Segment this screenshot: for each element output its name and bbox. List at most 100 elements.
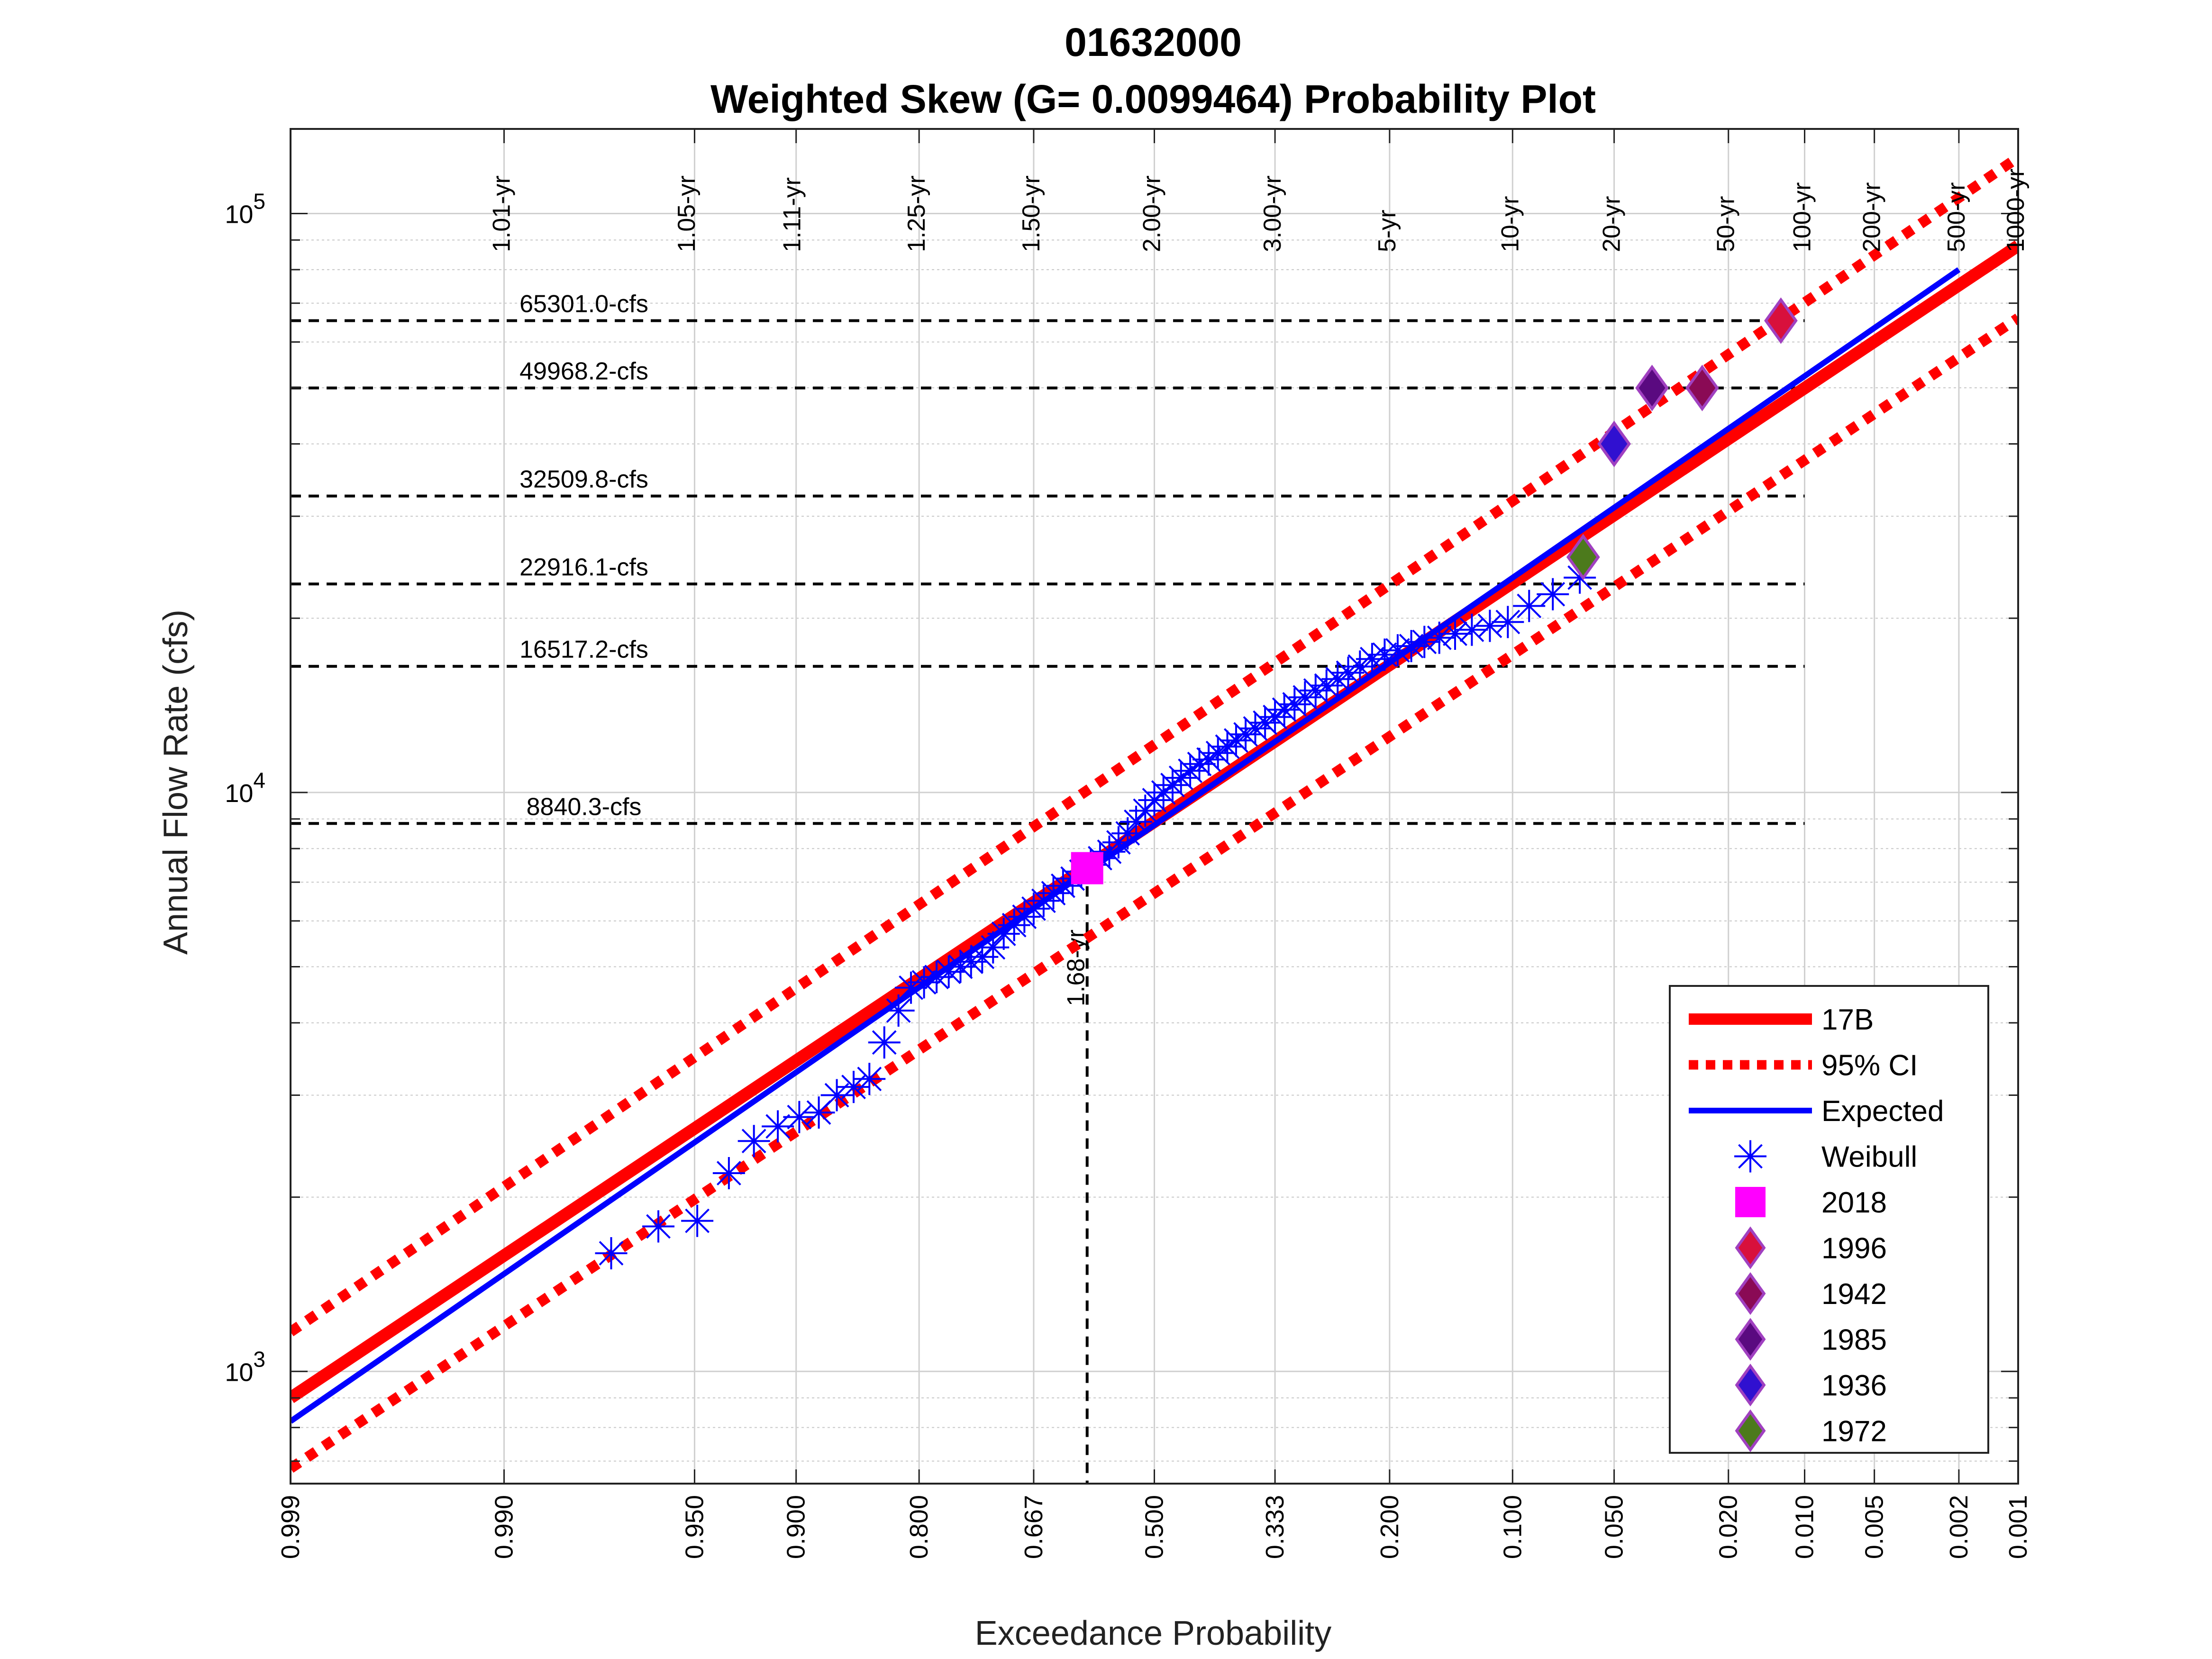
flow-level-label: 22916.1-cfs <box>519 554 648 581</box>
legend-label: 1936 <box>1821 1369 1887 1402</box>
weibull-stroke <box>857 1066 882 1092</box>
weibull-point <box>966 940 999 973</box>
weibull-stroke <box>1459 617 1484 642</box>
x-tick-label: 0.200 <box>1375 1495 1404 1559</box>
weibull-point <box>783 1101 816 1133</box>
x-tick-label: 0.100 <box>1498 1495 1527 1559</box>
return-period-label: 1000-yr <box>2002 169 2030 252</box>
weibull-point <box>920 961 953 994</box>
flow-level-label: 32509.8-cfs <box>519 466 648 493</box>
legend-swatch <box>1735 1409 1766 1452</box>
weibull-stroke <box>646 1214 671 1239</box>
weibull-point <box>1037 877 1070 910</box>
weibull-point <box>998 909 1030 941</box>
legend-label: 2018 <box>1821 1186 1887 1219</box>
x-tick-label: 0.950 <box>680 1495 709 1559</box>
weibull-stroke <box>1325 666 1350 692</box>
return-period-label: 1.05-yr <box>673 175 701 252</box>
event-2018-marker <box>1071 852 1103 884</box>
weibull-point <box>1332 656 1365 689</box>
weibull-point <box>1165 761 1197 794</box>
x-tick-label: 0.333 <box>1261 1495 1289 1559</box>
return-period-label: 1.50-yr <box>1018 175 1045 252</box>
weibull-point <box>1513 590 1546 622</box>
weibull-point <box>1047 869 1079 902</box>
weibull-stroke <box>685 1208 710 1233</box>
legend-swatch <box>1735 1363 1766 1407</box>
weibull-stroke <box>787 1104 812 1130</box>
return-period-label: 500-yr <box>1943 182 1970 252</box>
x-tick-label: 0.050 <box>1600 1495 1629 1559</box>
weibull-point <box>1356 643 1388 675</box>
weibull-point <box>1017 892 1050 925</box>
weibull-point <box>1344 650 1376 683</box>
weibull-point <box>1268 693 1301 726</box>
weibull-stroke <box>981 935 1006 960</box>
return-period-label: 5-yr <box>1374 210 1401 252</box>
flow-level-label: 49968.2-cfs <box>519 357 648 385</box>
weibull-point <box>853 1063 886 1095</box>
expected-line <box>291 267 1961 1424</box>
x-tick-label: 0.005 <box>1860 1495 1889 1559</box>
weibull-point <box>642 1210 675 1243</box>
data-markers <box>595 297 1798 1269</box>
return-period-labels: 1.01-yr 1.05-yr 1.11-yr 1.25-yr 1.50-yr 2.00-… <box>488 169 2030 252</box>
weibull-stroke <box>886 998 911 1023</box>
legend-swatch <box>1735 1226 1766 1269</box>
weibull-point <box>1381 634 1414 667</box>
weibull-point <box>1456 613 1488 646</box>
weibull-point <box>1310 669 1343 702</box>
return-period-label: 50-yr <box>1712 196 1740 252</box>
weibull-point <box>712 1157 745 1190</box>
legend-label: 17B <box>1821 1003 1874 1036</box>
legend-swatch <box>1735 1272 1766 1315</box>
weibull-stroke <box>970 944 995 969</box>
weibull-point <box>681 1204 714 1237</box>
x-tick-label: 0.002 <box>1945 1495 1973 1559</box>
return-period-label: 1.01-yr <box>488 175 516 252</box>
weibull-point <box>868 1026 901 1059</box>
event-1942-marker <box>1685 365 1719 411</box>
weibull-stroke <box>924 965 949 990</box>
x-axis: 0.999 0.990 0.950 0.900 0.800 0.667 0.500 0.333… <box>276 129 2032 1559</box>
plot-area <box>291 153 2018 1473</box>
weibull-point <box>1192 743 1225 776</box>
weibull-point <box>1492 606 1524 638</box>
weibull-point <box>895 971 928 1004</box>
flow-level-label: 8840.3-cfs <box>527 793 642 820</box>
weibull-point <box>762 1110 794 1143</box>
weibull-stroke <box>1399 634 1424 658</box>
weibull-point <box>1211 730 1244 763</box>
event-1996-marker <box>1764 297 1798 344</box>
weibull-point <box>1027 884 1060 917</box>
weibull-stroke <box>716 1161 741 1185</box>
weibull-stroke <box>1372 642 1397 667</box>
return-period-label: 200-yr <box>1858 182 1886 252</box>
legend-swatch <box>1735 1187 1766 1217</box>
weibull-point <box>1259 701 1292 733</box>
weibull-stroke <box>1443 621 1467 646</box>
legend-label: 1972 <box>1821 1415 1887 1448</box>
x-tick-label: 0.020 <box>1714 1495 1743 1559</box>
weibull-point <box>595 1237 628 1269</box>
x-tick-label: 0.001 <box>2004 1495 2032 1559</box>
y-tick-label: 105 <box>225 189 265 228</box>
weibull-point <box>908 966 940 999</box>
x-tick-label: 0.010 <box>1790 1495 1819 1559</box>
y-tick-label: 104 <box>225 768 265 808</box>
weibull-stroke <box>1427 625 1452 650</box>
weibull-point <box>1183 747 1216 780</box>
weibull-point <box>1368 638 1401 671</box>
weibull-stroke <box>936 959 961 984</box>
event-return-period-label: 1.68-yr <box>1063 930 1090 1006</box>
weibull-stroke <box>741 1129 766 1154</box>
event-1936-marker <box>1597 420 1631 467</box>
weibull-point <box>1474 610 1506 642</box>
x-tick-label: 0.990 <box>490 1495 519 1559</box>
weibull-stroke <box>1412 629 1437 655</box>
ci-band-upper <box>291 153 2018 1337</box>
weibull-stroke <box>911 970 937 995</box>
y-axis-label: Annual Flow Rate (cfs) <box>157 610 195 955</box>
weibull-stroke <box>1314 673 1339 698</box>
